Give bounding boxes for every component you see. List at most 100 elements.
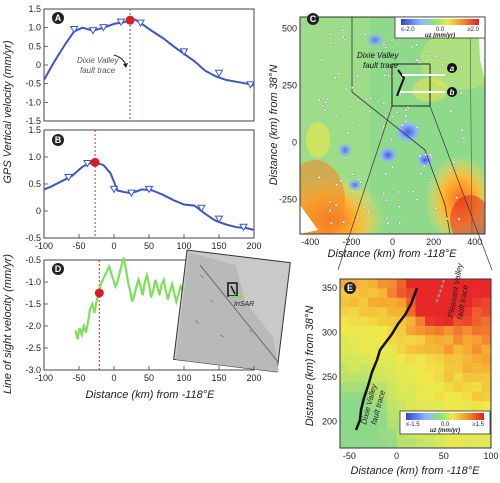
raster-cell	[406, 335, 417, 346]
raster-cell	[453, 372, 464, 383]
raster-cell	[349, 354, 360, 365]
station-dot	[317, 98, 321, 102]
station-dot	[363, 32, 367, 36]
station-dot	[441, 63, 444, 67]
station-dot	[344, 156, 347, 160]
station-dot	[404, 120, 408, 123]
raster-cell	[443, 372, 454, 383]
raster-cell	[377, 363, 388, 374]
raster-cell	[340, 354, 351, 365]
station-dot	[429, 181, 432, 184]
raster-cell	[349, 438, 360, 448]
raster-cell	[415, 279, 426, 289]
ytick-label: 1.0	[28, 152, 41, 162]
panel-c-colorbar: ≤-2.0 0.0 ≥2.0 uz (mm/yr)	[394, 16, 486, 39]
raster-cell	[358, 307, 369, 318]
xtick-label: -50	[72, 373, 85, 383]
ytick-label: 1.0	[28, 23, 41, 33]
panel-a-marker	[69, 26, 79, 34]
raster-cell	[340, 344, 351, 355]
panel-e-ylabel: Distance (km) from 38°N	[304, 306, 316, 427]
raster-cell	[443, 344, 454, 355]
panel-b-marker	[109, 185, 119, 194]
raster-cell	[368, 297, 379, 308]
panel-a: 1.5 1.0 0.5 0 -0.5 -1.0 -1.5 A Dixie Valley fa…	[25, 4, 255, 126]
raster-cell	[443, 279, 454, 289]
raster-cell	[377, 429, 388, 440]
raster-cell	[481, 279, 491, 289]
station-dot	[415, 198, 419, 201]
station-dot	[415, 43, 418, 47]
raster-cell	[377, 372, 388, 383]
raster-cell	[349, 419, 360, 430]
raster-cell	[443, 391, 454, 402]
raster-cell	[453, 288, 464, 299]
raster-cell	[415, 354, 426, 365]
ytick-label: -1.5	[25, 116, 41, 126]
station-dot	[356, 215, 360, 218]
station-dot	[330, 221, 333, 225]
raster-cell	[377, 344, 388, 355]
raster-cell	[377, 288, 388, 299]
panel-b-marker	[239, 223, 248, 232]
raster-cell	[349, 410, 360, 421]
panel-a-letter-badge	[52, 12, 64, 24]
raster-cell	[368, 410, 379, 421]
panel-e-dixie-fault	[354, 287, 419, 431]
raster-cell	[340, 297, 351, 308]
bottom-xlabel: Distance (km) from -118°E	[86, 389, 216, 401]
raster-cell	[349, 363, 360, 374]
raster-cell	[481, 438, 491, 448]
ytick-label: -1.0	[25, 277, 41, 287]
raster-cell	[396, 363, 407, 374]
raster-cell	[358, 297, 369, 308]
panel-b-marker	[83, 159, 92, 168]
raster-cell	[387, 410, 398, 421]
raster-cell	[406, 288, 417, 299]
raster-cell	[340, 382, 351, 393]
xtick-label: -200	[342, 237, 360, 247]
station-dot	[400, 123, 404, 127]
raster-cell	[377, 354, 388, 365]
cb-e-min: ≤-1.5	[406, 422, 420, 428]
station-dot	[405, 108, 408, 112]
raster-cell	[368, 279, 379, 289]
raster-cell	[377, 401, 388, 412]
raster-cell	[387, 288, 398, 299]
raster-cell	[434, 391, 445, 402]
panel-e-frame	[339, 278, 492, 449]
raster-cell	[387, 391, 398, 402]
raster-cell	[443, 325, 454, 336]
raster-cell	[453, 307, 464, 318]
ytick-label: -250	[279, 195, 297, 205]
raster-cell	[443, 288, 454, 299]
panel-c-xlabel: Distance (km) from -118°E	[328, 248, 458, 260]
panel-c-zoom-box	[391, 63, 431, 107]
panel-e-xticks: -50 0 50 100	[343, 451, 499, 461]
raster-cell	[481, 316, 491, 327]
raster-cell	[472, 363, 483, 374]
raster-cell	[358, 354, 369, 365]
raster-cell	[368, 438, 379, 448]
raster-cell	[387, 344, 398, 355]
station-dot	[320, 58, 324, 62]
ytick-label: 1.5	[28, 4, 41, 14]
raster-cell	[377, 438, 388, 448]
xtick-label: 50	[439, 451, 449, 461]
ytick-label: -2.5	[25, 343, 41, 353]
raster-cell	[462, 325, 473, 336]
xtick-label: 50	[144, 241, 154, 251]
raster-cell	[387, 401, 398, 412]
raster-cell	[415, 438, 426, 448]
station-dot	[346, 131, 350, 135]
raster-cell	[443, 335, 454, 346]
raster-cell	[377, 279, 388, 289]
raster-cell	[472, 372, 483, 383]
ytick-label: 200	[322, 416, 337, 426]
raster-cell	[358, 325, 369, 336]
raster-cell	[368, 354, 379, 365]
panel-a-markers	[69, 18, 255, 89]
station-dot	[341, 35, 345, 39]
station-dot	[390, 38, 394, 42]
raster-cell	[424, 335, 435, 346]
